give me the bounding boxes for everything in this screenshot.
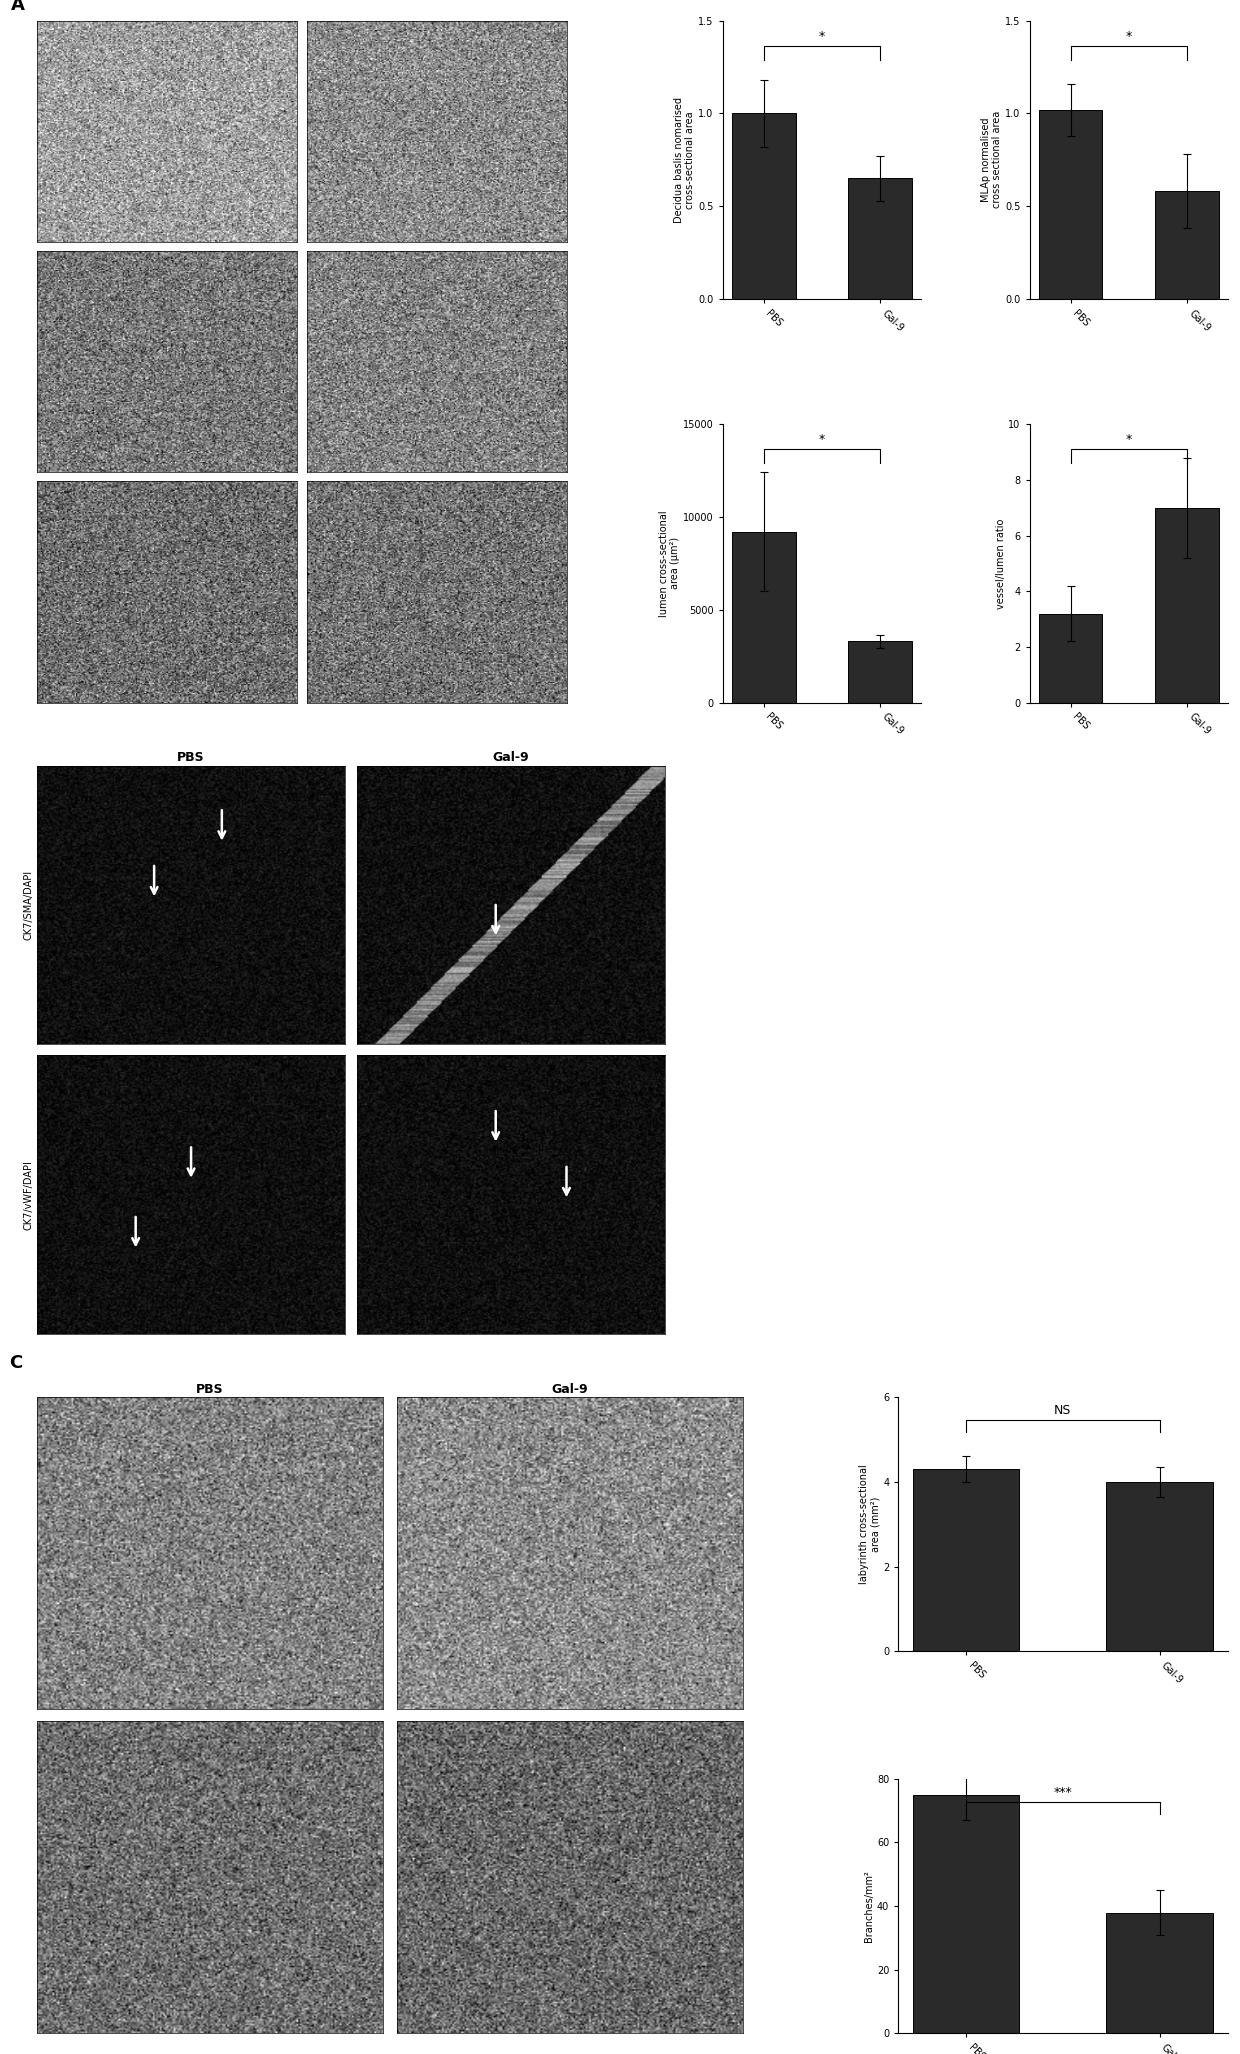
Bar — [848, 179, 911, 300]
Y-axis label: lumen cross-sectional
area (μm²): lumen cross-sectional area (μm²) — [658, 509, 680, 616]
Bar — [1154, 191, 1219, 300]
Bar — [848, 641, 911, 702]
Title: PBS: PBS — [177, 752, 205, 764]
Text: A: A — [11, 0, 25, 14]
Text: *: * — [1126, 433, 1132, 446]
Title: Gal-9: Gal-9 — [552, 1382, 588, 1395]
Text: *: * — [1126, 31, 1132, 43]
Text: ***: *** — [1054, 1787, 1073, 1799]
Text: *: * — [818, 31, 825, 43]
Bar — [1106, 1912, 1213, 2033]
Y-axis label: MLAp normalised
cross sectional area: MLAp normalised cross sectional area — [981, 111, 1002, 207]
Y-axis label: Decidua baslis nomarised
cross-sectional area: Decidua baslis nomarised cross-sectional… — [673, 97, 696, 222]
Y-axis label: Branches/mm²: Branches/mm² — [864, 1871, 874, 1943]
Title: PBS: PBS — [196, 1382, 224, 1395]
Bar — [913, 1795, 1019, 2033]
Bar — [1039, 614, 1102, 702]
Y-axis label: labyrinth cross-sectional
area (mm²): labyrinth cross-sectional area (mm²) — [858, 1465, 880, 1584]
Y-axis label: CK7/SMA/DAPI: CK7/SMA/DAPI — [24, 869, 33, 941]
Bar — [732, 113, 796, 300]
Title: Gal-9: Gal-9 — [492, 752, 529, 764]
Bar — [1039, 109, 1102, 300]
Text: C: C — [10, 1354, 22, 1372]
Y-axis label: vessel/lumen ratio: vessel/lumen ratio — [996, 518, 1006, 608]
Bar — [1154, 507, 1219, 702]
Bar — [1106, 1481, 1213, 1651]
Text: NS: NS — [1054, 1405, 1071, 1417]
Bar — [732, 532, 796, 702]
Text: *: * — [818, 433, 825, 446]
Y-axis label: CK7/vWF/DAPI: CK7/vWF/DAPI — [24, 1161, 33, 1230]
Bar — [913, 1469, 1019, 1651]
